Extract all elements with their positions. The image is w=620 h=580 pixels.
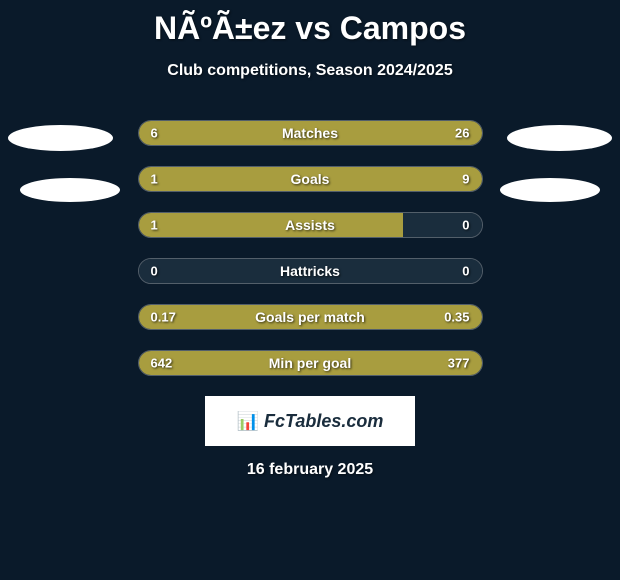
page-title: NÃºÃ±ez vs Campos bbox=[0, 0, 620, 47]
stat-value-left: 1 bbox=[151, 218, 158, 233]
stat-row-hattricks: 0 Hattricks 0 bbox=[138, 258, 483, 284]
bar-right bbox=[207, 167, 481, 191]
stat-value-right: 9 bbox=[462, 172, 469, 187]
stat-label: Min per goal bbox=[269, 355, 351, 371]
date-label: 16 february 2025 bbox=[0, 461, 620, 479]
stat-label: Matches bbox=[282, 125, 338, 141]
stat-row-min-per-goal: 642 Min per goal 377 bbox=[138, 350, 483, 376]
stat-row-matches: 6 Matches 26 bbox=[138, 120, 483, 146]
stat-label: Hattricks bbox=[280, 263, 340, 279]
stat-label: Assists bbox=[285, 217, 335, 233]
stat-value-left: 0 bbox=[151, 264, 158, 279]
page-subtitle: Club competitions, Season 2024/2025 bbox=[0, 62, 620, 80]
bar-left bbox=[139, 213, 403, 237]
stat-row-goals-per-match: 0.17 Goals per match 0.35 bbox=[138, 304, 483, 330]
bar-left bbox=[139, 121, 203, 145]
stat-value-left: 0.17 bbox=[151, 310, 176, 325]
chart-icon: 📊 bbox=[237, 411, 259, 432]
stat-value-right: 0.35 bbox=[444, 310, 469, 325]
stat-value-right: 377 bbox=[448, 356, 470, 371]
stat-row-assists: 1 Assists 0 bbox=[138, 212, 483, 238]
stat-value-right: 0 bbox=[462, 218, 469, 233]
stat-value-left: 642 bbox=[151, 356, 173, 371]
stat-row-goals: 1 Goals 9 bbox=[138, 166, 483, 192]
stat-value-left: 6 bbox=[151, 126, 158, 141]
stats-container: 6 Matches 26 1 Goals 9 1 Assists 0 0 Hat… bbox=[0, 120, 620, 376]
stat-value-right: 0 bbox=[462, 264, 469, 279]
stat-label: Goals bbox=[291, 171, 330, 187]
stat-label: Goals per match bbox=[255, 309, 365, 325]
bar-left bbox=[139, 167, 208, 191]
stat-value-right: 26 bbox=[455, 126, 469, 141]
logo-box: 📊 FcTables.com bbox=[205, 396, 415, 446]
bar-right bbox=[203, 121, 482, 145]
logo-text: FcTables.com bbox=[264, 411, 383, 432]
stat-value-left: 1 bbox=[151, 172, 158, 187]
